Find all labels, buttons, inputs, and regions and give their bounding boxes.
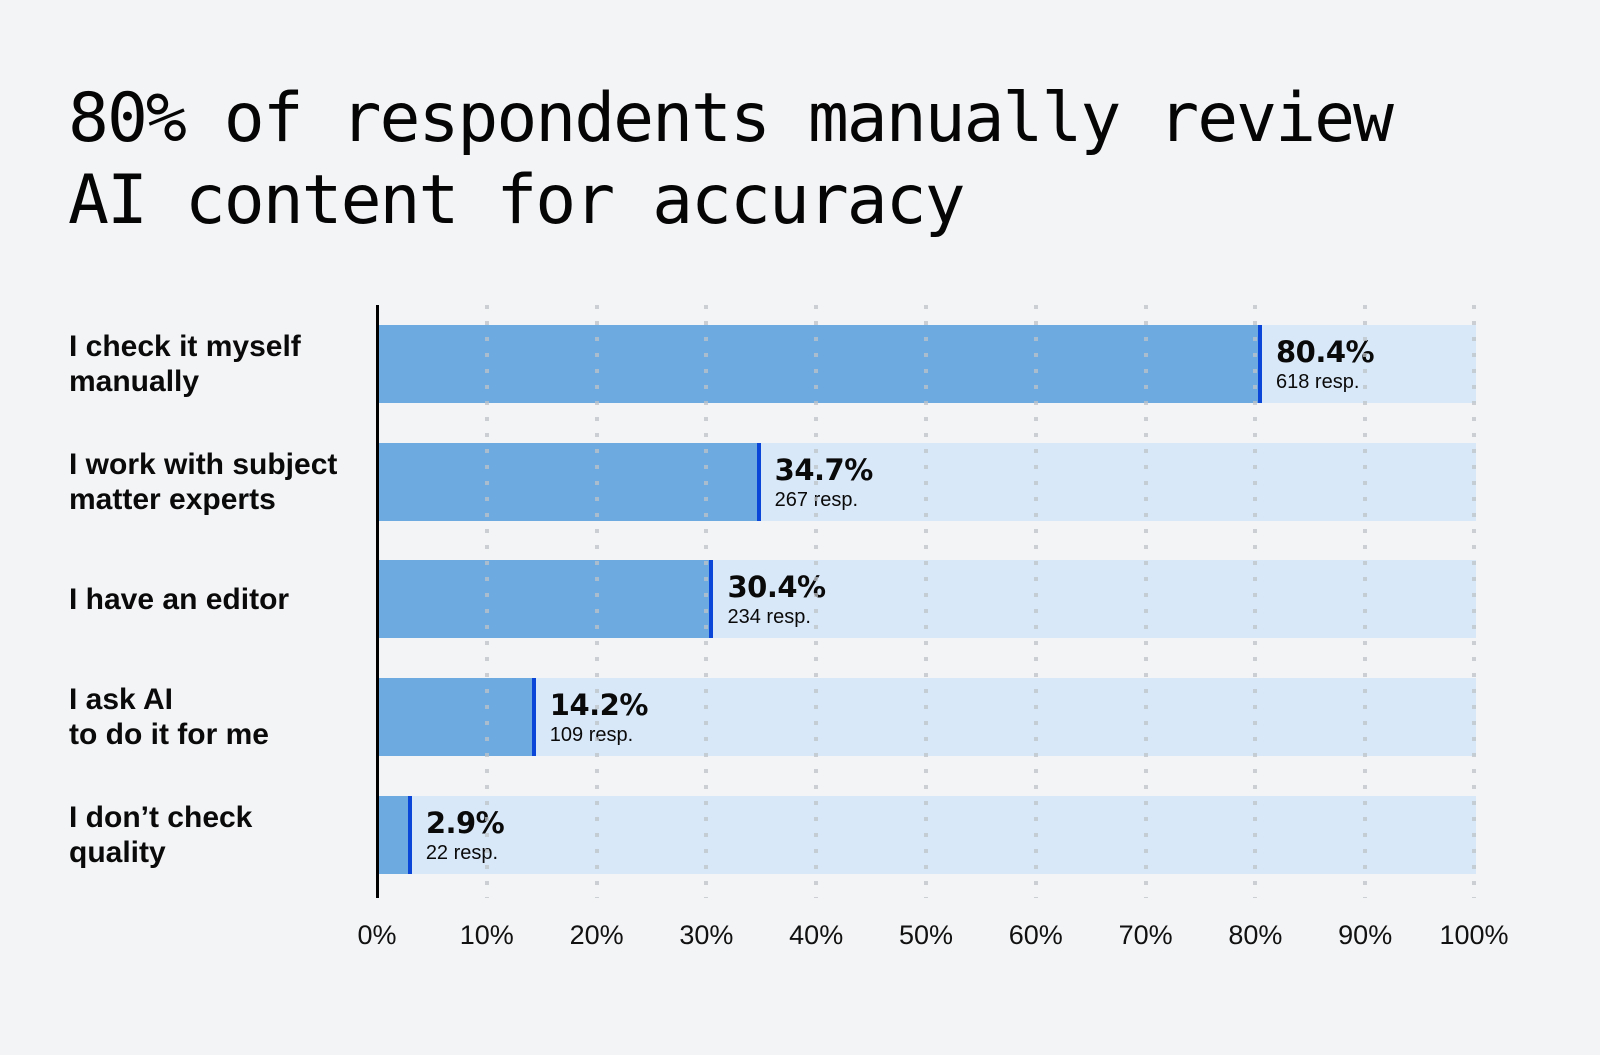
percent-value: 2.9% — [425, 806, 505, 840]
bar-fill[interactable] — [379, 443, 760, 521]
x-tick-label: 20% — [569, 920, 624, 950]
category-label: I have an editor — [69, 582, 290, 616]
x-tick-label: 60% — [1008, 920, 1063, 950]
response-count: 618 resp. — [1275, 371, 1360, 393]
category-label: I don’t check quality — [69, 801, 253, 869]
bar-track — [379, 678, 1476, 756]
bar-track — [379, 796, 1476, 874]
category-label: I work with subject matter experts — [69, 448, 338, 516]
category-label: I check it myself manually — [69, 330, 301, 398]
response-count: 109 resp. — [549, 724, 634, 746]
x-tick-label: 30% — [679, 920, 734, 950]
x-tick-label: 80% — [1228, 920, 1283, 950]
percent-value: 30.4% — [727, 570, 826, 604]
bar-end-marker — [709, 560, 714, 638]
value-label: 80.4% 618 resp. — [1275, 335, 1375, 395]
x-tick-label: 10% — [459, 920, 514, 950]
x-tick-label: 100% — [1439, 920, 1509, 950]
x-tick-label: 90% — [1338, 920, 1393, 950]
bar-end-marker — [531, 678, 536, 756]
category-label: I ask AI to do it for me — [69, 683, 269, 751]
percent-value: 14.2% — [549, 688, 649, 722]
percent-value: 80.4% — [1275, 335, 1375, 369]
value-label: 14.2% 109 resp. — [549, 688, 649, 748]
chart-title: 80% of respondents manually review AI co… — [68, 79, 1394, 240]
percent-value: 34.7% — [774, 453, 874, 487]
y-axis-line — [376, 305, 379, 898]
x-tick-label: 50% — [898, 920, 954, 950]
x-tick-label: 40% — [789, 920, 844, 950]
x-tick-label: 0% — [357, 920, 397, 950]
value-label: 30.4% 234 resp. — [727, 570, 826, 630]
bar-end-marker — [756, 443, 761, 521]
bar-end-marker — [407, 796, 412, 874]
bar-fill[interactable] — [379, 796, 411, 874]
bar-end-marker — [1257, 325, 1262, 403]
bar-fill[interactable] — [379, 560, 713, 638]
bar-fill[interactable] — [379, 325, 1261, 403]
response-count: 267 resp. — [774, 489, 859, 511]
value-label: 34.7% 267 resp. — [774, 453, 874, 513]
value-label: 2.9% 22 resp. — [425, 806, 505, 866]
bar-fill[interactable] — [379, 678, 535, 756]
x-tick-label: 70% — [1118, 920, 1173, 950]
response-count: 234 resp. — [727, 606, 811, 628]
response-count: 22 resp. — [425, 842, 499, 864]
